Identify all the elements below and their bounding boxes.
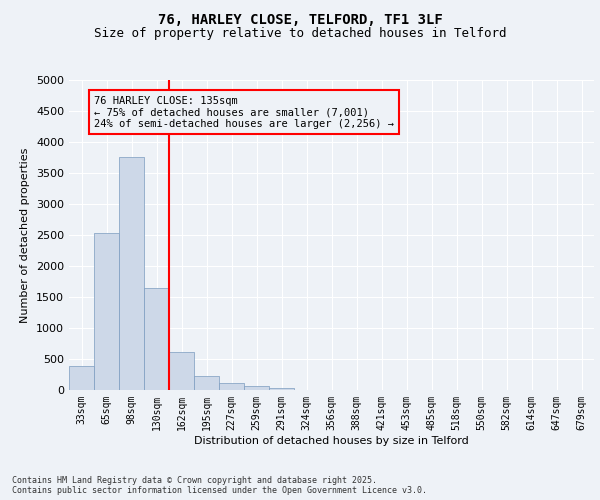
Bar: [144, 288, 169, 390]
Y-axis label: Number of detached properties: Number of detached properties: [20, 148, 31, 322]
Bar: [119, 157, 144, 390]
Bar: [219, 384, 244, 390]
Bar: [69, 366, 94, 390]
Text: 76 HARLEY CLOSE: 135sqm
← 75% of detached houses are smaller (7,001)
24% of semi: 76 HARLEY CLOSE: 135sqm ← 75% of detache…: [94, 96, 394, 128]
Bar: [244, 386, 269, 390]
Bar: [94, 233, 119, 390]
Text: Contains HM Land Registry data © Crown copyright and database right 2025.
Contai: Contains HM Land Registry data © Crown c…: [12, 476, 427, 495]
Bar: [169, 352, 194, 390]
Bar: [269, 388, 294, 390]
Text: Size of property relative to detached houses in Telford: Size of property relative to detached ho…: [94, 28, 506, 40]
Bar: [194, 376, 219, 390]
X-axis label: Distribution of detached houses by size in Telford: Distribution of detached houses by size …: [194, 436, 469, 446]
Text: 76, HARLEY CLOSE, TELFORD, TF1 3LF: 76, HARLEY CLOSE, TELFORD, TF1 3LF: [158, 12, 442, 26]
